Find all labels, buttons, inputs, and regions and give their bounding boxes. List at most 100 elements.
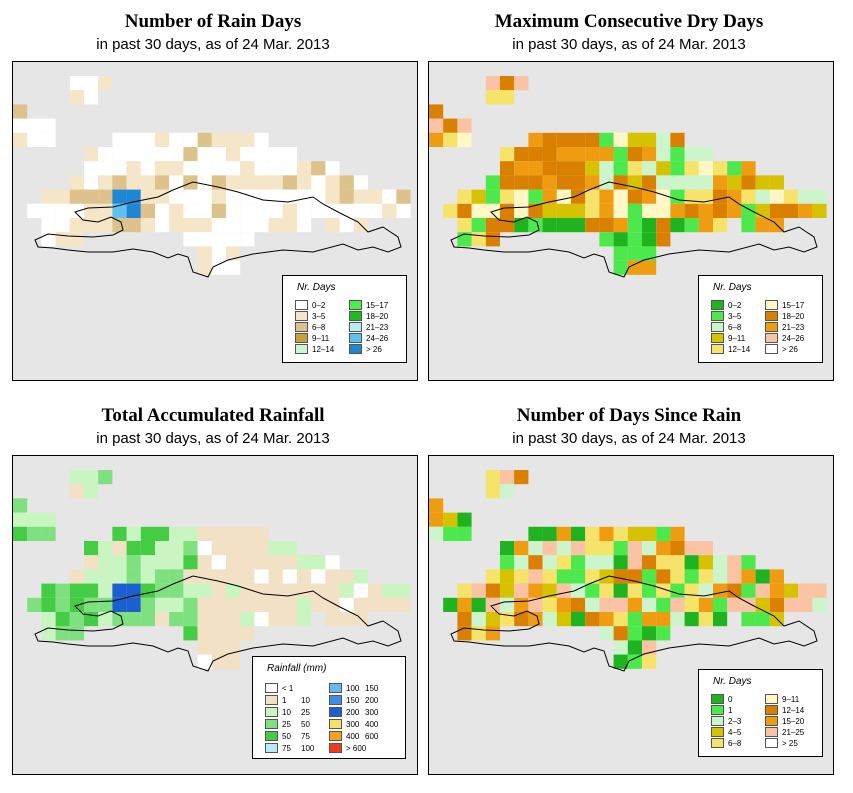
map-grid-cell — [627, 147, 642, 162]
map-grid-cell — [684, 541, 699, 556]
map-grid-cell — [471, 612, 486, 627]
map-grid-cell — [599, 612, 614, 627]
map-grid-cell — [599, 203, 614, 218]
map-grid-cell — [226, 246, 241, 261]
map-grid-cell — [556, 583, 571, 598]
map-grid-cell — [226, 640, 241, 655]
map-grid-cell — [670, 189, 685, 204]
legend-label-low: < 1 — [282, 684, 294, 693]
legend-swatch — [765, 300, 778, 310]
map-grid-cell — [500, 76, 515, 91]
map-grid-cell — [353, 189, 368, 204]
map-grid-cell — [211, 203, 226, 218]
map-grid-cell — [325, 569, 340, 584]
map-grid-cell — [226, 597, 241, 612]
map-grid-cell — [627, 189, 642, 204]
map-grid-cell — [642, 612, 657, 627]
map-grid-cell — [656, 555, 671, 570]
map-grid-cell — [155, 147, 170, 162]
map-grid-cell — [485, 90, 500, 105]
legend-rainfall: Rainfall (mm) < 1 1 10 10 25 25 50 50 75 75 100 100… — [252, 656, 406, 759]
map-grid-cell — [755, 612, 770, 627]
map-grid-cell — [670, 147, 685, 162]
map-grid-cell — [69, 232, 84, 247]
map-grid-cell — [112, 218, 127, 233]
map-grid-cell — [769, 189, 784, 204]
map-grid-cell — [798, 597, 813, 612]
map-grid-cell — [784, 203, 799, 218]
map-grid-cell — [353, 597, 368, 612]
legend-swatch — [765, 311, 778, 321]
legend-label: 21–23 — [366, 323, 389, 332]
map-grid-cell — [211, 161, 226, 176]
map-grid-cell — [169, 526, 184, 541]
map-grid-cell — [98, 175, 113, 190]
map-grid-cell — [542, 526, 557, 541]
legend-swatch — [711, 694, 724, 704]
map-grid-cell — [325, 218, 340, 233]
map-grid-cell — [471, 626, 486, 641]
map-grid-cell — [727, 555, 742, 570]
map-grid-cell — [542, 218, 557, 233]
map-grid-cell — [211, 147, 226, 162]
map-grid-cell — [642, 232, 657, 247]
map-grid-cell — [656, 147, 671, 162]
map-grid-cell — [485, 189, 500, 204]
map-grid-cell — [500, 175, 515, 190]
map-grid-cell — [84, 569, 99, 584]
map-grid-cell — [656, 189, 671, 204]
map-grid-cell — [429, 132, 444, 147]
map-grid-cell — [112, 132, 127, 147]
legend-label: > 25 — [782, 739, 798, 748]
map-grid-cell — [571, 597, 586, 612]
legend-swatch — [349, 311, 362, 321]
legend-label-high: 10 — [301, 696, 310, 705]
map-grid-cell — [98, 470, 113, 485]
map-grid-cell — [240, 583, 255, 598]
map-grid-cell — [627, 640, 642, 655]
legend-label: 0–2 — [312, 301, 326, 310]
map-grid-cell — [155, 612, 170, 627]
map-grid-cell — [571, 203, 586, 218]
legend-swatch — [349, 333, 362, 343]
map-grid-cell — [197, 260, 212, 275]
map-grid-cell — [585, 189, 600, 204]
map-grid-cell — [485, 218, 500, 233]
map-grid-cell — [670, 555, 685, 570]
legend-label-high: 400 — [365, 720, 379, 729]
legend-swatch — [711, 311, 724, 321]
map-grid-cell — [396, 597, 411, 612]
map-grid-cell — [297, 218, 312, 233]
legend-swatch — [265, 683, 278, 693]
map-grid-cell — [500, 555, 515, 570]
map-grid-cell — [542, 147, 557, 162]
map-grid-cell — [140, 555, 155, 570]
map-grid-cell — [240, 541, 255, 556]
map-grid-cell — [514, 175, 529, 190]
map-grid-cell — [325, 175, 340, 190]
map-grid-cell — [613, 541, 628, 556]
map-grid-cell — [642, 569, 657, 584]
legend-label: 4–5 — [728, 728, 742, 737]
map-grid-cell — [282, 161, 297, 176]
map-grid-cell — [254, 541, 269, 556]
map-grid-cell — [713, 218, 728, 233]
map-grid-cell — [368, 189, 383, 204]
map-grid-cell — [155, 218, 170, 233]
legend-dry-days: Nr. Days 0–2 3–5 6–8 9–11 12–14 15–17 18–20 21–… — [698, 275, 823, 363]
map-grid-cell — [642, 175, 657, 190]
map-grid-cell — [268, 203, 283, 218]
map-grid-cell — [556, 189, 571, 204]
map-grid-cell — [571, 161, 586, 176]
map-grid-cell — [627, 654, 642, 669]
legend-swatch — [265, 695, 278, 705]
map-grid-cell — [311, 175, 326, 190]
map-grid-cell — [240, 555, 255, 570]
legend-label: 9–11 — [312, 334, 330, 343]
map-grid-cell — [240, 161, 255, 176]
map-grid-cell — [585, 541, 600, 556]
map-grid-cell — [528, 218, 543, 233]
map-grid-cell — [126, 583, 141, 598]
map-grid-cell — [13, 512, 28, 527]
map-grid-cell — [211, 654, 226, 669]
